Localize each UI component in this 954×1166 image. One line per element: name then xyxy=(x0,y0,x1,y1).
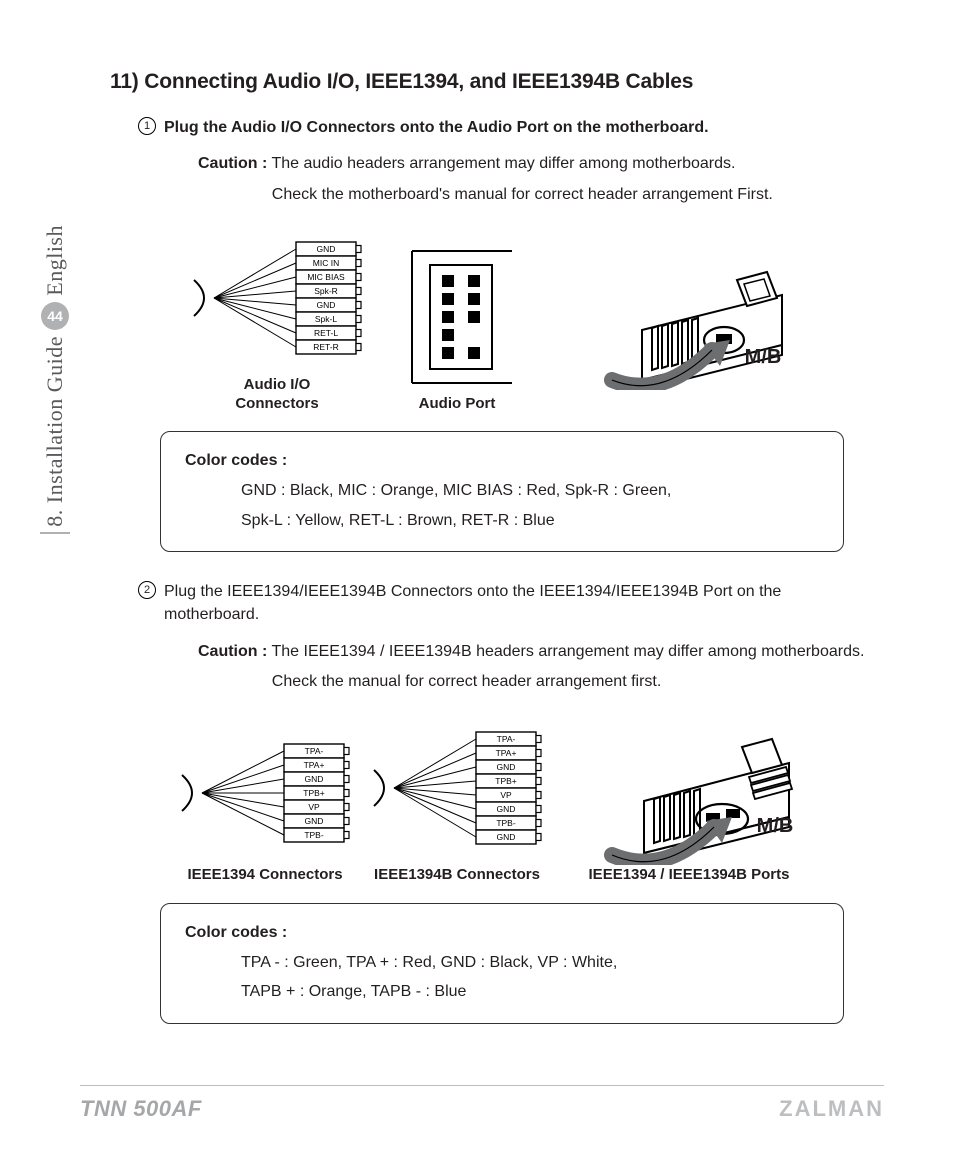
caution-label: Caution : xyxy=(198,155,267,172)
audio-port-svg xyxy=(402,247,512,387)
svg-text:TPA-: TPA- xyxy=(497,734,516,744)
figure-2: TPA- TPA+ GND TPB+ VP GND TPB- IEEE1394 Connec… xyxy=(110,715,884,885)
ieee1394b-caption: IEEE1394B Connectors xyxy=(374,866,540,885)
svg-text:GND: GND xyxy=(497,804,516,814)
side-tab-rule xyxy=(40,532,70,534)
mb-label-2: M/B xyxy=(757,815,794,838)
svg-text:MIC IN: MIC IN xyxy=(313,258,339,268)
svg-text:GND: GND xyxy=(317,300,336,310)
ieee1394-svg: TPA- TPA+ GND TPB+ VP GND TPB- xyxy=(180,728,350,858)
svg-text:TPA-: TPA- xyxy=(305,746,324,756)
caution-text-1: The audio headers arrangement may differ… xyxy=(271,155,735,172)
audio-port-diagram: Audio Port xyxy=(402,247,512,414)
motherboard-svg-2 xyxy=(564,715,814,865)
audio-port-caption: Audio Port xyxy=(419,395,496,414)
caution-label-2: Caution : xyxy=(198,643,267,660)
footer-brand: ZALMAN xyxy=(779,1096,884,1122)
page-number-badge: 44 xyxy=(41,302,69,330)
svg-text:TPB-: TPB- xyxy=(304,830,324,840)
caution2-text-1: The IEEE1394 / IEEE1394B headers arrange… xyxy=(271,643,864,660)
svg-text:MIC BIAS: MIC BIAS xyxy=(307,272,345,282)
svg-text:GND: GND xyxy=(305,774,324,784)
motherboard-diagram-1: M/B xyxy=(552,240,802,413)
color-codes-head-2: Color codes : xyxy=(185,918,819,948)
step-1-caution: Caution : The audio headers arrangement … xyxy=(198,149,884,210)
step-2-text: Plug the IEEE1394/IEEE1394B Connectors o… xyxy=(164,580,781,626)
step-2: 2 Plug the IEEE1394/IEEE1394B Connectors… xyxy=(138,580,884,626)
svg-text:TPB+: TPB+ xyxy=(303,788,325,798)
svg-text:RET-L: RET-L xyxy=(314,328,338,338)
caution2-text-2: Check the manual for correct header arra… xyxy=(272,673,662,690)
svg-text:GND: GND xyxy=(317,244,336,254)
svg-text:TPA+: TPA+ xyxy=(496,748,517,758)
caution-text-2: Check the motherboard's manual for corre… xyxy=(272,186,773,203)
svg-text:TPB-: TPB- xyxy=(496,818,516,828)
footer-rule xyxy=(80,1085,884,1086)
svg-text:VP: VP xyxy=(308,802,320,812)
motherboard-diagram-2: M/B IEEE1394 / IEEE1394B Ports xyxy=(564,715,814,885)
svg-text:Spk-R: Spk-R xyxy=(314,286,338,296)
step-2-caution: Caution : The IEEE1394 / IEEE1394B heade… xyxy=(198,637,884,698)
step-1: 1 Plug the Audio I/O Connectors onto the… xyxy=(138,116,884,139)
figure-1: GND MIC IN MIC BIAS Spk-R GND Spk-L RET-L RET-R… xyxy=(110,228,884,414)
color-codes-line1b: Spk-L : Yellow, RET-L : Brown, RET-R : B… xyxy=(185,506,819,536)
svg-text:GND: GND xyxy=(497,832,516,842)
ieee1394b-connectors-diagram: TPA- TPA+ GND TPB+ VP GND TPB- GND IEEE1394B Co… xyxy=(372,718,542,885)
svg-text:GND: GND xyxy=(497,762,516,772)
footer-model: TNN 500AF xyxy=(80,1096,202,1122)
page-footer: TNN 500AF ZALMAN xyxy=(80,1096,884,1122)
audio-connectors-diagram: GND MIC IN MIC BIAS Spk-R GND Spk-L RET-L RET-R… xyxy=(192,228,362,414)
step-1-number: 1 xyxy=(138,117,156,135)
step-1-text: Plug the Audio I/O Connectors onto the A… xyxy=(164,116,709,139)
color-codes-head-1: Color codes : xyxy=(185,446,819,476)
color-codes-line1a: GND : Black, MIC : Orange, MIC BIAS : Re… xyxy=(185,476,819,506)
ieee1394b-svg: TPA- TPA+ GND TPB+ VP GND TPB- GND xyxy=(372,718,542,858)
svg-text:Spk-L: Spk-L xyxy=(315,314,337,324)
color-codes-line2a: TPA - : Green, TPA + : Red, GND : Black,… xyxy=(185,948,819,978)
color-codes-box-1: Color codes : GND : Black, MIC : Orange,… xyxy=(160,431,844,552)
section-title: 11) Connecting Audio I/O, IEEE1394, and … xyxy=(110,70,884,94)
ieee-ports-caption: IEEE1394 / IEEE1394B Ports xyxy=(589,866,790,885)
svg-text:TPB+: TPB+ xyxy=(495,776,517,786)
ieee1394-connectors-diagram: TPA- TPA+ GND TPB+ VP GND TPB- IEEE1394 Connec… xyxy=(180,728,350,885)
mb-label-1: M/B xyxy=(745,346,782,369)
color-codes-box-2: Color codes : TPA - : Green, TPA + : Red… xyxy=(160,903,844,1024)
audio-connector-svg: GND MIC IN MIC BIAS Spk-R GND Spk-L RET-L RET-R xyxy=(192,228,362,368)
svg-text:GND: GND xyxy=(305,816,324,826)
ieee1394-caption: IEEE1394 Connectors xyxy=(187,866,342,885)
side-tab: English 44 8. Installation Guide xyxy=(38,225,72,665)
side-tab-chapter: 8. Installation Guide xyxy=(42,336,68,527)
svg-text:VP: VP xyxy=(500,790,512,800)
step-2-number: 2 xyxy=(138,581,156,599)
svg-text:TPA+: TPA+ xyxy=(304,760,325,770)
side-tab-lang: English xyxy=(42,225,68,296)
audio-connectors-caption: Audio I/O Connectors xyxy=(235,376,318,414)
svg-text:RET-R: RET-R xyxy=(313,342,339,352)
color-codes-line2b: TAPB + : Orange, TAPB - : Blue xyxy=(185,977,819,1007)
